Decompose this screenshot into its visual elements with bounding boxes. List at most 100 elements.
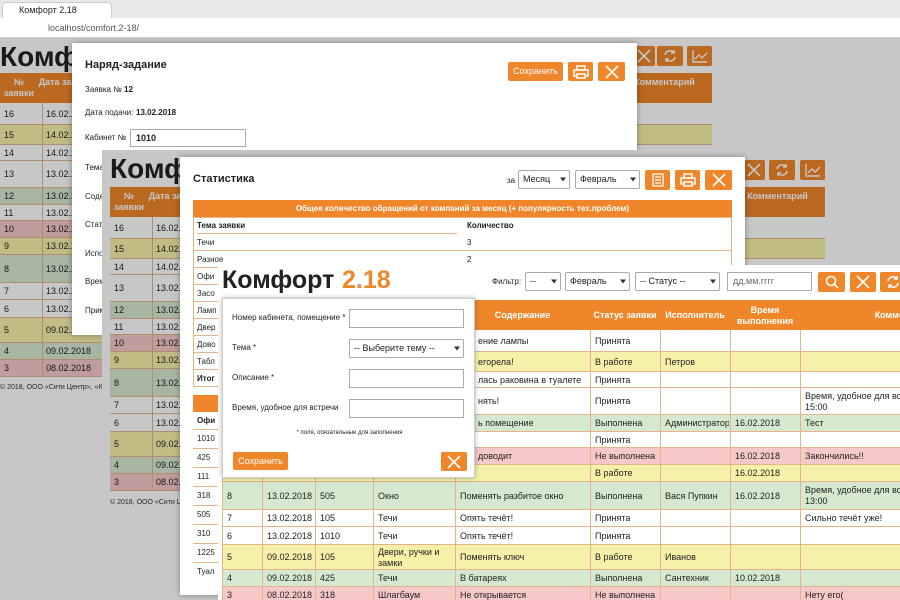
cell-date: 09.02.2018 bbox=[152, 432, 204, 457]
cell-text: 505 bbox=[320, 490, 336, 501]
cell-number: 9 bbox=[4, 241, 10, 251]
cell-text: доводит bbox=[478, 451, 513, 461]
save-button[interactable]: Сохранить bbox=[233, 452, 288, 470]
column-header: Содержание bbox=[494, 310, 551, 320]
text-input[interactable]: дд.мм.гггг bbox=[727, 272, 812, 291]
cell-number: 14 bbox=[114, 262, 125, 272]
icon-button[interactable] bbox=[598, 62, 625, 81]
column-header: Комментарий bbox=[634, 77, 695, 87]
stat-topic: Итог bbox=[197, 374, 215, 383]
table-cell: 16.02.2018 bbox=[730, 415, 800, 432]
field-label: Врем bbox=[85, 277, 105, 286]
cell-text: 08.02.2018 bbox=[267, 590, 313, 600]
office: Туал bbox=[197, 567, 215, 576]
cell-text: Принята bbox=[595, 434, 631, 445]
table-cell: 10.02.2018 bbox=[730, 570, 800, 587]
icon-button[interactable] bbox=[645, 170, 670, 190]
table-cell bbox=[660, 587, 730, 600]
select[interactable]: Месяц bbox=[518, 170, 570, 189]
save-button[interactable]: Сохранить bbox=[508, 62, 563, 81]
cell-text: Принята bbox=[595, 513, 631, 523]
cell-number: 15 bbox=[114, 244, 125, 254]
icon-button[interactable] bbox=[850, 272, 876, 292]
stat-topic: Табл bbox=[197, 357, 215, 366]
cell-text: 6 bbox=[227, 530, 233, 541]
table-cell: 13.02.2018 bbox=[262, 510, 315, 527]
column-header: Статус заявки bbox=[593, 310, 657, 320]
cell-text: 4 bbox=[227, 573, 233, 583]
cell-date: 16.02.2018 bbox=[152, 217, 204, 239]
cell-text: Двери, ручки и замки bbox=[378, 546, 440, 568]
table-cell: 425 bbox=[315, 570, 373, 587]
cell-text: Закончились!! bbox=[805, 451, 864, 461]
table-cell: 8 bbox=[222, 482, 262, 510]
table-cell bbox=[730, 527, 800, 545]
cell-text: Поменять ключ bbox=[460, 552, 525, 562]
cell-number: 13 bbox=[4, 169, 15, 179]
table-cell: Не выполнена bbox=[590, 448, 660, 465]
select-text: Февраль bbox=[570, 276, 607, 286]
table-cell: Петров bbox=[660, 352, 730, 372]
icon-button[interactable] bbox=[687, 46, 712, 66]
modal-title: Статистика bbox=[193, 173, 255, 185]
select-text: Февраль bbox=[580, 174, 617, 184]
cell-text: Администратор bbox=[665, 418, 729, 428]
icon bbox=[804, 164, 820, 177]
table-cell: 09.02.2018 bbox=[262, 570, 315, 587]
stat-topic: Течи bbox=[197, 238, 215, 247]
table-cell: Принята bbox=[590, 372, 660, 388]
select[interactable]: Февраль bbox=[575, 170, 640, 189]
table-cell: 505 bbox=[315, 482, 373, 510]
text-input[interactable] bbox=[349, 369, 464, 388]
cell-date: 13.02.2018 bbox=[152, 352, 204, 369]
cell-text: 7 bbox=[227, 513, 233, 523]
icon-button[interactable] bbox=[657, 46, 683, 66]
office: 505 bbox=[197, 510, 211, 519]
icon-button[interactable] bbox=[880, 272, 900, 292]
cell-number: 6 bbox=[114, 418, 120, 428]
text-input[interactable] bbox=[349, 309, 464, 328]
cell-date: 13.02.2018 bbox=[42, 205, 94, 221]
dropdown-arrow bbox=[559, 171, 569, 188]
stat-topic: Двер bbox=[197, 323, 216, 332]
select-text: -- bbox=[530, 276, 536, 286]
select[interactable]: -- Статус -- bbox=[635, 272, 720, 291]
icon-button[interactable] bbox=[441, 452, 467, 471]
value: 12 bbox=[124, 85, 133, 94]
table-cell: 105 bbox=[315, 545, 373, 570]
table-cell bbox=[800, 372, 900, 388]
table-cell: 7 bbox=[222, 510, 262, 527]
table-cell: 4 bbox=[222, 570, 262, 587]
cell-text: 16.02.2018 bbox=[735, 490, 781, 501]
icon-button[interactable] bbox=[818, 272, 845, 292]
field-label: Описание * bbox=[232, 373, 275, 382]
table-cell: Выполнена bbox=[590, 570, 660, 587]
cell-text: В работе bbox=[595, 468, 633, 478]
text-input[interactable]: 1010 bbox=[130, 129, 246, 147]
table-cell: нять! bbox=[455, 388, 590, 415]
table-cell: Не выполнена bbox=[590, 587, 660, 600]
office: 1010 bbox=[197, 434, 215, 443]
icon-button[interactable] bbox=[742, 160, 765, 180]
cell-text: Принята bbox=[595, 374, 631, 385]
icon-button[interactable] bbox=[632, 46, 655, 66]
icon-button[interactable] bbox=[800, 160, 825, 180]
table-cell bbox=[730, 545, 800, 570]
icon-button[interactable] bbox=[568, 62, 593, 81]
icon bbox=[887, 276, 899, 288]
select[interactable]: -- Выберите тему -- bbox=[349, 339, 464, 358]
cell-number: 5 bbox=[114, 439, 120, 449]
icon-button[interactable] bbox=[769, 160, 795, 180]
cell-text: Сантехник bbox=[665, 573, 709, 583]
cell-text: Время, удобное для встр 13:00 bbox=[805, 485, 900, 506]
select[interactable]: -- bbox=[525, 272, 561, 291]
field-label: Прим bbox=[85, 305, 106, 315]
table-cell bbox=[660, 465, 730, 482]
text-input[interactable] bbox=[349, 399, 464, 418]
select[interactable]: Февраль bbox=[565, 272, 630, 291]
icon-button[interactable] bbox=[705, 170, 732, 190]
cell-date: 09.02.2018 bbox=[152, 457, 204, 474]
icon-button[interactable] bbox=[675, 170, 700, 190]
table-cell: лась раковина в туалете bbox=[455, 372, 590, 388]
table-cell: 16.02.2018 bbox=[730, 465, 800, 482]
